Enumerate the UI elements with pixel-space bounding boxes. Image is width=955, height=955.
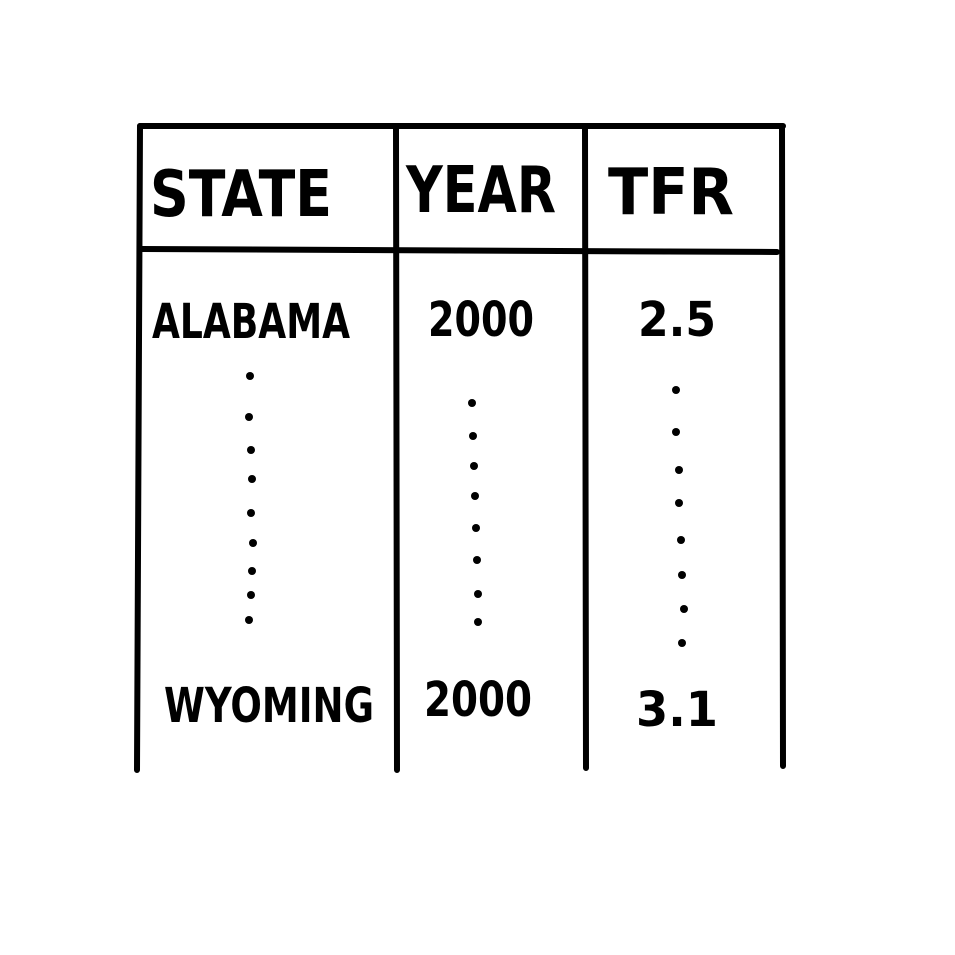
- ellipsis-dot: [469, 432, 477, 440]
- ellipsis-dot: [247, 446, 255, 454]
- ellipsis-dot: [472, 524, 480, 532]
- ellipsis-dot: [678, 639, 686, 647]
- ellipsis-dot: [678, 571, 686, 579]
- header-bottom-border: [139, 246, 780, 255]
- header-row: STATE YEAR TFR: [150, 154, 734, 232]
- ellipsis-dot: [245, 616, 253, 624]
- table-left-border: [134, 123, 143, 773]
- table-right-border: [779, 123, 786, 769]
- cell-state: ALABAMA: [152, 294, 350, 350]
- ellipsis-dot: [677, 536, 685, 544]
- header-state: STATE: [150, 158, 332, 232]
- table-grid: [134, 123, 786, 773]
- ellipsis-dot: [247, 591, 255, 599]
- ellipsis-column-tfr: [672, 386, 688, 647]
- ellipsis-dot: [675, 499, 683, 507]
- ellipsis-dot: [248, 475, 256, 483]
- ellipsis-dot: [249, 539, 257, 547]
- ellipsis-dot: [672, 386, 680, 394]
- cell-state: WYOMING: [164, 678, 374, 734]
- ellipsis-dot: [246, 372, 254, 380]
- ellipsis-dot: [248, 567, 256, 575]
- ellipsis-column-state: [245, 372, 257, 624]
- header-year: YEAR: [405, 154, 556, 228]
- ellipsis-dot: [473, 556, 481, 564]
- ellipsis-dot: [474, 590, 482, 598]
- header-tfr: TFR: [608, 156, 734, 230]
- ellipsis-dot: [470, 462, 478, 470]
- ellipsis-dot: [680, 605, 688, 613]
- cell-tfr: 2.5: [638, 292, 716, 348]
- column-divider-2: [582, 125, 589, 771]
- table-row: ALABAMA 2000 2.5: [152, 292, 716, 350]
- ellipsis-dot: [247, 509, 255, 517]
- cell-year: 2000: [424, 672, 532, 728]
- ellipsis-dot: [468, 399, 476, 407]
- ellipsis-dot: [672, 428, 680, 436]
- table-row: WYOMING 2000 3.1: [164, 672, 718, 738]
- cell-tfr: 3.1: [636, 682, 718, 738]
- ellipsis-dot: [471, 492, 479, 500]
- ellipsis-column-year: [468, 399, 482, 626]
- column-divider-1: [393, 125, 400, 773]
- ellipsis-dot: [245, 413, 253, 421]
- ellipsis-dot: [474, 618, 482, 626]
- cell-year: 2000: [428, 292, 534, 348]
- ellipsis-dot: [675, 466, 683, 474]
